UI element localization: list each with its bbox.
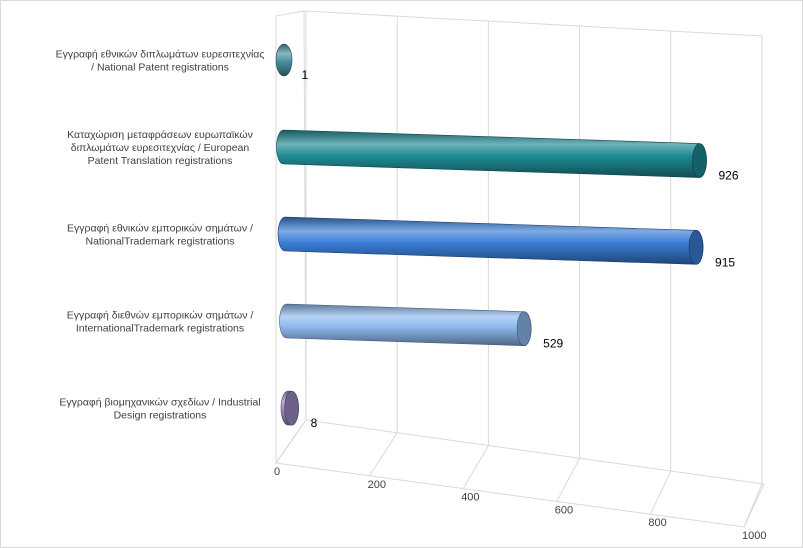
data-label: 915 bbox=[715, 255, 735, 269]
bar-4 bbox=[280, 390, 299, 426]
category-label: Εγγραφή εθνικών εμπορικών σημάτων / Natio… bbox=[67, 223, 253, 248]
bar-body bbox=[277, 216, 704, 265]
bar-3 bbox=[279, 303, 532, 347]
chart-walls bbox=[275, 10, 765, 528]
floor-gridline-400 bbox=[462, 445, 489, 489]
x-tick-label: 400 bbox=[461, 492, 479, 504]
category-label: Καταχώριση μεταφράσεων ευρωπαϊκών διπλωμά… bbox=[67, 129, 253, 167]
bar-end-cap bbox=[275, 43, 293, 77]
x-tick-label: 1000 bbox=[742, 530, 766, 542]
floor-gridline-0 bbox=[275, 419, 307, 464]
bar-0 bbox=[275, 43, 293, 77]
category-labels: Εγγραφή εθνικών διπλωμάτων ευρεσιτεχνίας… bbox=[56, 49, 265, 422]
x-tick-label: 0 bbox=[274, 466, 280, 478]
floor-gridline-600 bbox=[556, 458, 581, 502]
category-label: Εγγραφή εθνικών διπλωμάτων ευρεσιτεχνίας… bbox=[56, 49, 265, 74]
bar-1 bbox=[276, 129, 707, 178]
x-axis-ticks: 0 200 400 600 800 1000 bbox=[274, 466, 766, 542]
bar-end-cap bbox=[688, 230, 704, 265]
data-labels: 1 926 915 529 8 bbox=[302, 68, 739, 430]
data-label: 926 bbox=[719, 169, 739, 183]
bar-body bbox=[276, 129, 707, 178]
gridlines bbox=[275, 10, 763, 528]
data-label: 8 bbox=[311, 416, 318, 430]
x-tick-label: 600 bbox=[555, 504, 573, 516]
data-label: 529 bbox=[543, 337, 563, 351]
floor bbox=[275, 419, 765, 528]
bars bbox=[275, 43, 707, 426]
x-tick-label: 800 bbox=[648, 517, 666, 529]
bar-2 bbox=[277, 216, 704, 265]
category-label: Εγγραφή διεθνών εμπορικών σημάτων / Inter… bbox=[67, 310, 254, 335]
bar-end-cap bbox=[692, 143, 707, 178]
bar-end-cap bbox=[284, 390, 299, 426]
floor-gridline-1000 bbox=[743, 483, 763, 528]
bar-end-cap bbox=[516, 311, 532, 347]
category-label: Εγγραφή βιομηχανικών σχεδίων / Industria… bbox=[59, 397, 260, 422]
floor-gridline-800 bbox=[649, 470, 672, 515]
back-wall-top bbox=[303, 10, 763, 37]
floor-gridline-200 bbox=[369, 432, 398, 477]
data-label: 1 bbox=[302, 68, 309, 82]
bar-body bbox=[279, 303, 532, 347]
x-tick-label: 200 bbox=[368, 479, 386, 491]
